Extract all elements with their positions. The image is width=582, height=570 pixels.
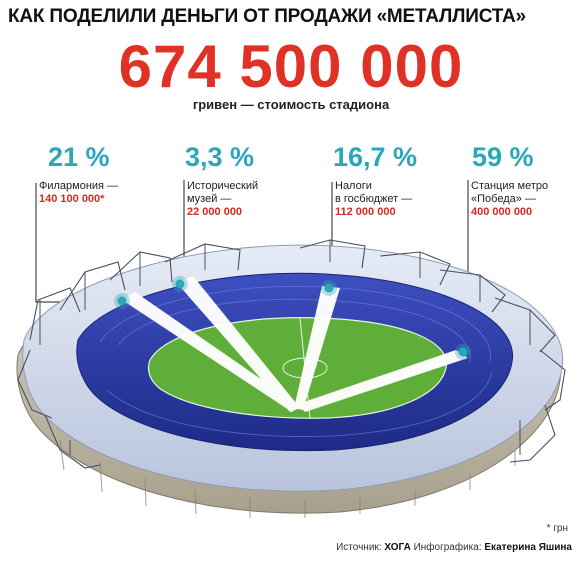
author-name: Екатерина Яшина <box>484 542 572 553</box>
share-recipient-cont: музей — <box>187 193 232 205</box>
share-percent: 59 % <box>472 142 534 172</box>
share-label-metro: Станция метро «Победа» — 400 000 000 <box>468 180 548 219</box>
share-amount: 112 000 000 <box>335 206 396 218</box>
share-label-philharmonic: Филармония — 140 100 000* <box>36 180 118 206</box>
credits-line: Источник: ХОГА Инфографика: Екатерина Яш… <box>336 542 572 553</box>
total-caption: гривен — стоимость стадиона <box>192 97 390 112</box>
share-recipient: Налоги <box>335 180 372 192</box>
share-percent: 21 % <box>48 142 110 172</box>
share-label-museum: Исторический музей — 22 000 000 <box>184 180 258 219</box>
share-label-taxes: Налоги в госбюджет — 112 000 000 <box>332 180 412 219</box>
share-amount: 22 000 000 <box>187 206 243 218</box>
share-amount: 140 100 000* <box>39 193 105 205</box>
total-amount: 674 500 000 <box>118 33 464 100</box>
source-label: Источник: <box>336 542 382 553</box>
currency-footnote: * грн <box>546 523 568 534</box>
share-recipient: Станция метро <box>471 180 549 192</box>
share-recipient-cont: в госбюджет — <box>335 193 413 205</box>
marker-dots <box>114 276 471 360</box>
share-recipient: Филармония — <box>39 180 119 192</box>
share-recipient-cont: «Победа» — <box>471 193 536 205</box>
share-percent: 3,3 % <box>185 142 255 172</box>
source-name: ХОГА <box>384 542 411 553</box>
share-percent: 16,7 % <box>333 142 418 172</box>
infographic-title: КАК ПОДЕЛИЛИ ДЕНЬГИ ОТ ПРОДАЖИ «МЕТАЛЛИС… <box>8 6 526 27</box>
share-recipient: Исторический <box>187 180 259 192</box>
share-amount: 400 000 000 <box>471 206 533 218</box>
graphics-label: Инфографика: <box>413 542 482 553</box>
